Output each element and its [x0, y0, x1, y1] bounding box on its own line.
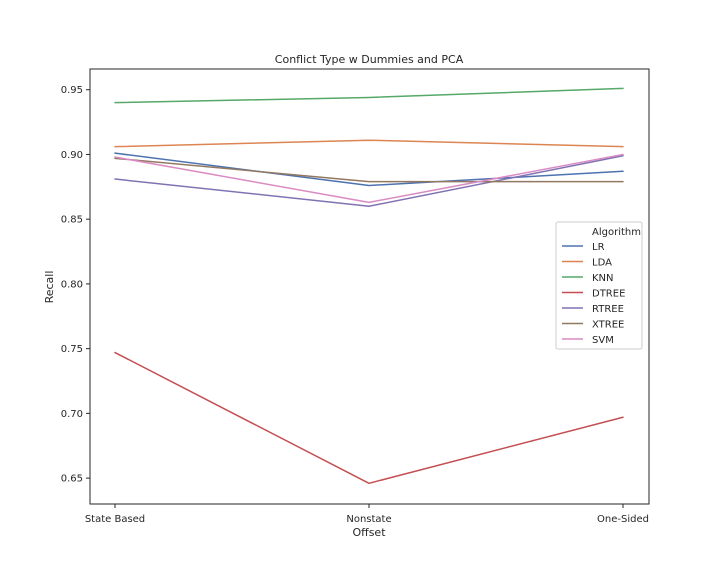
series-line-lda — [114, 139, 624, 148]
series-lines — [114, 87, 624, 485]
legend-item-lr: LR — [562, 242, 605, 253]
y-axis-title: Recall — [43, 271, 56, 304]
legend-label: RTREE — [592, 304, 624, 315]
x-tick-label: State Based — [85, 514, 145, 525]
legend-item-xtree: XTREE — [562, 320, 624, 331]
y-tick-label: 0.65 — [61, 474, 83, 485]
chart-title: Conflict Type w Dummies and PCA — [275, 53, 464, 66]
legend-item-svm: SVM — [562, 335, 614, 346]
legend: Algorithm LR LDA KNN DTREE RTREE XTREE SVM — [555, 221, 643, 350]
series-line-xtree — [114, 157, 624, 183]
legend-label: SVM — [592, 335, 614, 346]
legend-label: LDA — [592, 258, 612, 269]
y-tick-label: 0.85 — [61, 215, 83, 226]
legend-item-knn: KNN — [562, 273, 614, 284]
y-tick-label: 0.70 — [61, 409, 83, 420]
legend-item-dtree: DTREE — [562, 289, 625, 300]
series-line-rtree — [114, 154, 624, 207]
legend-item-rtree: RTREE — [562, 304, 624, 315]
x-tick-label: One-Sided — [597, 514, 649, 525]
series-line-dtree — [114, 351, 624, 485]
legend-title: Algorithm — [592, 227, 641, 238]
legend-frame — [555, 221, 643, 350]
y-tick-label: 0.95 — [61, 85, 83, 96]
x-axis-title: Offset — [352, 526, 386, 539]
x-axis: State Based Nonstate One-Sided — [85, 504, 649, 525]
series-line-lr — [114, 152, 624, 187]
legend-items: LR LDA KNN DTREE RTREE XTREE SVM — [562, 242, 625, 346]
y-axis: 0.65 0.70 0.75 0.80 0.85 0.90 0.95 — [61, 85, 90, 485]
legend-label: DTREE — [592, 289, 625, 300]
y-tick-label: 0.75 — [61, 344, 83, 355]
series-line-svm — [114, 153, 624, 204]
y-tick-label: 0.80 — [61, 279, 83, 290]
legend-item-lda: LDA — [562, 258, 612, 269]
legend-label: LR — [592, 242, 605, 253]
legend-label: XTREE — [592, 320, 624, 331]
y-tick-label: 0.90 — [61, 150, 83, 161]
series-line-knn — [114, 87, 624, 104]
legend-label: KNN — [592, 273, 614, 284]
x-tick-label: Nonstate — [346, 514, 391, 525]
